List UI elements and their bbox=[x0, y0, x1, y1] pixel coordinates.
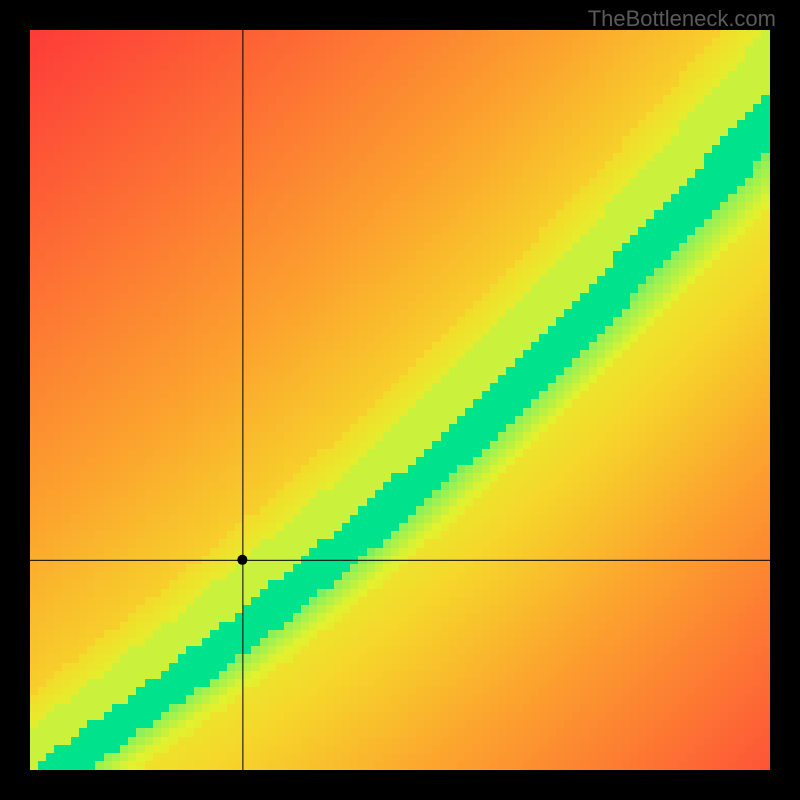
watermark-text: TheBottleneck.com bbox=[588, 6, 776, 32]
chart-container: TheBottleneck.com bbox=[0, 0, 800, 800]
bottleneck-heatmap bbox=[30, 30, 770, 770]
